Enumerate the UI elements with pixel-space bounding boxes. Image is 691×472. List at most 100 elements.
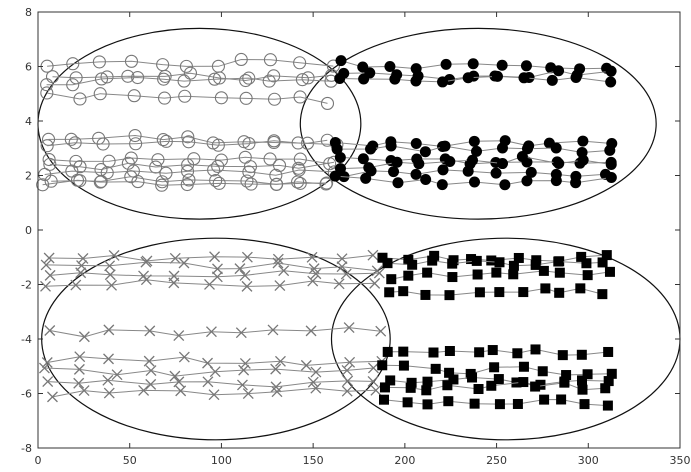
data-point [403, 270, 414, 281]
data-point [242, 71, 256, 85]
data-point [291, 136, 305, 150]
data-point [103, 324, 115, 336]
data-point [494, 257, 505, 268]
data-point [398, 286, 409, 297]
data-point [73, 160, 87, 174]
data-point [439, 140, 451, 152]
data-point [104, 260, 116, 272]
data-point [140, 256, 152, 268]
data-point [385, 140, 397, 152]
data-point [74, 351, 86, 363]
data-point [242, 388, 254, 400]
data-point [212, 263, 223, 275]
data-point [518, 72, 530, 84]
data-point [274, 280, 286, 292]
data-point [38, 362, 50, 374]
data-point [66, 57, 80, 71]
data-point [44, 174, 58, 188]
y-tick-label: 0 [25, 224, 32, 237]
data-point [537, 366, 548, 377]
data-point [410, 137, 422, 149]
y-tick-label: 4 [25, 115, 32, 128]
data-point [605, 159, 617, 171]
y-tick-label: 2 [25, 170, 32, 183]
data-point [140, 274, 152, 286]
data-point [471, 255, 482, 266]
data-point [47, 391, 58, 403]
x-tick-label: 150 [303, 454, 324, 467]
data-point [427, 255, 438, 266]
data-point [421, 385, 432, 396]
x-tick-label: 200 [394, 454, 415, 467]
data-point [530, 344, 541, 355]
data-point [111, 369, 123, 381]
data-point [467, 154, 479, 166]
data-point [180, 164, 195, 178]
data-point [239, 269, 251, 281]
data-point [341, 385, 353, 397]
data-point [267, 134, 281, 148]
data-point [474, 347, 485, 358]
data-point [342, 375, 354, 387]
data-point [263, 152, 277, 166]
data-point [384, 287, 395, 298]
data-point [241, 280, 253, 292]
data-point [108, 249, 120, 261]
data-point [92, 55, 106, 69]
data-point [73, 377, 85, 389]
data-point [518, 287, 529, 298]
data-point [553, 256, 564, 267]
data-point [239, 357, 251, 369]
data-point [447, 272, 458, 283]
data-point [143, 355, 155, 367]
data-point [151, 153, 165, 167]
data-point [444, 367, 455, 378]
data-point [494, 399, 505, 410]
data-point [606, 368, 617, 379]
data-point [512, 398, 523, 409]
data-point [428, 347, 439, 358]
data-point [40, 78, 54, 92]
data-point [468, 135, 480, 147]
data-point [466, 254, 477, 265]
data-point [605, 65, 617, 77]
data-point [444, 155, 456, 167]
data-point [331, 143, 343, 155]
data-point [444, 290, 455, 301]
data-point [576, 251, 587, 262]
data-point [293, 152, 307, 166]
data-point [267, 69, 281, 83]
data-point [375, 325, 387, 337]
data-point [66, 78, 80, 92]
data-point [208, 72, 222, 86]
data-point [489, 362, 500, 373]
data-point [491, 267, 502, 278]
data-point [462, 72, 474, 84]
data-point [293, 90, 307, 104]
data-point [157, 72, 171, 86]
x-tick-label: 300 [578, 454, 599, 467]
series-line [46, 92, 328, 104]
data-point [553, 65, 565, 77]
data-point [497, 158, 509, 170]
series-line [46, 76, 332, 86]
data-point [179, 59, 193, 73]
x-tick-label: 50 [123, 454, 137, 467]
data-point [334, 151, 346, 163]
data-point [234, 52, 248, 67]
data-point [272, 158, 287, 172]
data-point [603, 376, 614, 387]
data-point [43, 157, 57, 171]
data-point [437, 76, 449, 88]
data-point [155, 178, 169, 192]
data-point [392, 177, 404, 189]
cluster-ellipse-1 [37, 27, 362, 220]
data-point [310, 382, 322, 394]
data-point [307, 275, 319, 287]
data-point [398, 346, 409, 357]
data-point [242, 137, 256, 151]
data-point [496, 59, 508, 71]
data-point [443, 396, 454, 407]
data-point [77, 253, 89, 264]
data-point [410, 75, 422, 87]
